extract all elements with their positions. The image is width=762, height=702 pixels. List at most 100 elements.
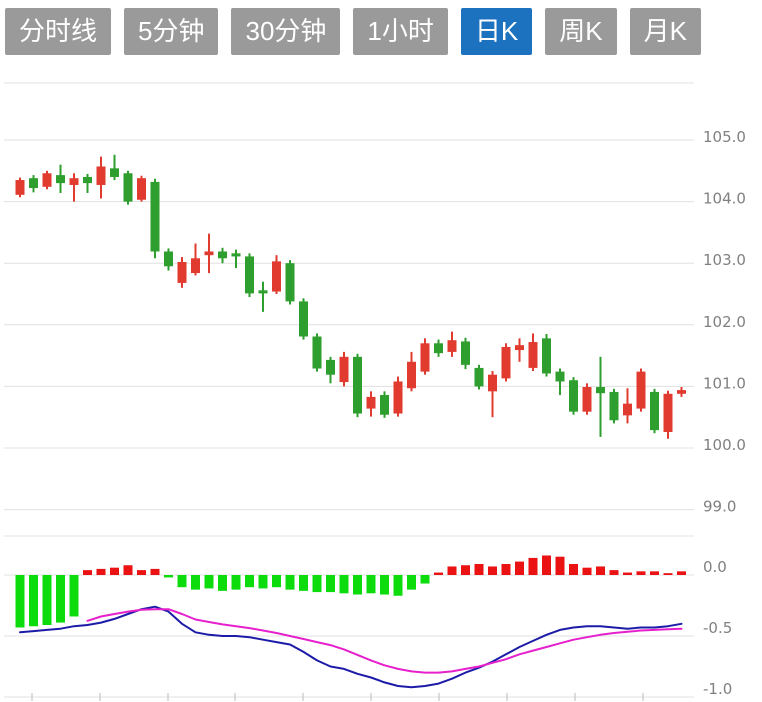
macd-bar-down	[407, 575, 416, 590]
candle-body	[461, 341, 470, 365]
macd-bar-down	[218, 575, 227, 591]
candle-up	[528, 333, 538, 371]
candle-body	[245, 256, 254, 294]
macd-axis-label: -1.0	[703, 680, 732, 698]
macd-bar-up	[150, 568, 160, 575]
candle-body	[650, 391, 659, 431]
macd-bar-down	[326, 575, 335, 593]
candle-body	[96, 166, 106, 185]
candle-body	[150, 181, 160, 252]
candle-body	[164, 251, 173, 267]
candle-down	[218, 247, 227, 264]
tab-period-6[interactable]: 月K	[629, 8, 701, 55]
macd-bar-up	[636, 571, 646, 575]
candle-up	[636, 368, 646, 412]
candle-up	[191, 243, 200, 276]
candle-body	[326, 359, 335, 375]
macd-bar-down	[15, 575, 25, 628]
candle-down	[609, 388, 619, 424]
candle-up	[501, 343, 511, 382]
candle-down	[123, 170, 133, 205]
macd-bar-up	[555, 556, 565, 575]
macd-bar-up	[501, 564, 511, 575]
candle-up	[204, 233, 214, 274]
candle-down	[353, 353, 362, 418]
candle-body	[636, 371, 646, 409]
candle-up	[393, 376, 403, 417]
macd-bar-down	[164, 575, 173, 578]
candle-body	[137, 178, 146, 200]
macd-bar-down	[42, 575, 52, 626]
candle-body	[231, 253, 241, 257]
candle-body	[515, 345, 524, 351]
candle-down	[650, 388, 659, 434]
candle-body	[339, 356, 349, 383]
macd-bar-up	[83, 570, 92, 575]
candle-body	[407, 361, 416, 389]
candle-body	[623, 403, 632, 416]
tab-period-1[interactable]: 5分钟	[124, 8, 219, 55]
price-axis-label: 101.0	[703, 374, 746, 392]
tab-period-3[interactable]: 1小时	[353, 8, 448, 55]
candle-body	[123, 173, 133, 202]
macd-bar-down	[312, 575, 322, 593]
candle-body	[285, 263, 295, 302]
macd-bar-down	[56, 575, 65, 623]
macd-bar-down	[29, 575, 38, 627]
macd-bar-up	[596, 566, 605, 575]
candle-body	[272, 261, 281, 292]
macd-bar-up	[609, 570, 619, 575]
candle-body	[15, 180, 25, 195]
macd-bar-up	[650, 571, 659, 575]
tab-period-4-active[interactable]: 日K	[460, 8, 533, 55]
macd-axis-label: 0.0	[703, 558, 727, 576]
macd-bar-up	[542, 555, 551, 575]
candle-up	[447, 331, 457, 357]
macd-bar-up	[447, 566, 457, 575]
macd-bar-down	[420, 575, 430, 584]
candle-body	[218, 251, 227, 259]
price-axis-label: 105.0	[703, 128, 746, 146]
tab-period-2[interactable]: 30分钟	[231, 8, 341, 55]
macd-bar-up	[110, 567, 119, 575]
macd-bar-up	[96, 568, 106, 575]
candle-body	[434, 343, 443, 354]
candle-body	[663, 393, 673, 432]
macd-bar-down	[258, 575, 268, 589]
candle-body	[555, 371, 565, 382]
tab-period-5[interactable]: 周K	[545, 8, 617, 55]
candlestick-series	[15, 154, 686, 439]
candle-down	[474, 364, 484, 390]
macd-bar-up	[434, 572, 443, 575]
candle-up	[339, 351, 349, 387]
price-axis-label: 104.0	[703, 190, 746, 208]
candle-down	[150, 178, 160, 259]
candle-up	[15, 177, 25, 198]
candle-body	[488, 374, 497, 392]
candle-down	[326, 356, 335, 384]
candle-up	[582, 383, 592, 415]
macd-bar-up	[137, 570, 146, 575]
candle-up	[663, 390, 673, 439]
price-axis-label: 99.0	[703, 498, 736, 516]
candle-body	[609, 391, 619, 421]
candle-body	[177, 261, 187, 283]
candle-body	[420, 343, 430, 372]
macd-bar-down	[380, 575, 389, 595]
price-axis-label: 100.0	[703, 436, 746, 454]
macd-bar-up	[528, 557, 538, 575]
macd-bar-down	[353, 575, 362, 595]
macd-bar-up	[461, 565, 470, 575]
price-gridlines	[4, 139, 694, 511]
price-axis-labels: 105.0 104.0 103.0 102.0 101.0 100.0 99.0	[703, 128, 746, 516]
candle-body	[474, 367, 484, 387]
tab-period-0[interactable]: 分时线	[5, 8, 112, 55]
candle-body	[569, 380, 578, 412]
candle-down	[29, 175, 38, 193]
candle-down	[258, 281, 268, 312]
candle-body	[258, 290, 268, 294]
macd-bar-up	[582, 567, 592, 575]
candle-up	[623, 388, 632, 424]
candle-body	[42, 173, 52, 187]
